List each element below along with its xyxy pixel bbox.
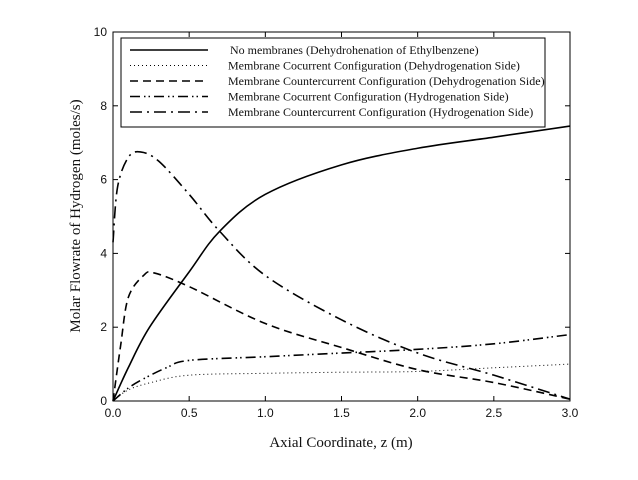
x-tick-label: 2.0 bbox=[409, 406, 426, 420]
x-tick-label: 3.0 bbox=[562, 406, 579, 420]
x-axis-label: Axial Coordinate, z (m) bbox=[269, 435, 412, 451]
y-tick-label: 0 bbox=[100, 394, 107, 408]
series-line-1 bbox=[112, 363, 571, 402]
legend-box bbox=[120, 37, 546, 128]
legend-label-2: Membrane Countercurrent Configuration (D… bbox=[228, 74, 545, 88]
x-tick-label: 2.5 bbox=[485, 406, 502, 420]
y-tick-label: 8 bbox=[100, 99, 107, 113]
y-tick-label: 4 bbox=[100, 246, 107, 260]
y-axis-label: Molar Flowrate of Hydrogen (moles/s) bbox=[68, 99, 84, 332]
x-tick-label: 1.5 bbox=[333, 406, 350, 420]
legend-label-3: Membrane Cocurrent Configuration (Hydrog… bbox=[228, 90, 509, 104]
series-line-4 bbox=[112, 150, 571, 400]
legend-label-1: Membrane Cocurrent Configuration (Dehydr… bbox=[228, 59, 520, 73]
x-tick-label: 0.5 bbox=[181, 406, 198, 420]
x-tick-label: 1.0 bbox=[257, 406, 274, 420]
legend: No membranes (Dehydrohenation of Ethylbe… bbox=[120, 37, 546, 128]
y-tick-label: 10 bbox=[94, 25, 108, 39]
series-line-3 bbox=[112, 333, 571, 402]
x-tick-label: 0.0 bbox=[105, 406, 122, 420]
series-line-0 bbox=[112, 125, 571, 402]
y-tick-label: 2 bbox=[100, 320, 107, 334]
legend-label-0: No membranes (Dehydrohenation of Ethylbe… bbox=[230, 43, 479, 57]
y-tick-label: 6 bbox=[100, 173, 107, 187]
series-line-2 bbox=[112, 271, 571, 402]
legend-label-4: Membrane Countercurrent Configuration (H… bbox=[228, 105, 533, 119]
